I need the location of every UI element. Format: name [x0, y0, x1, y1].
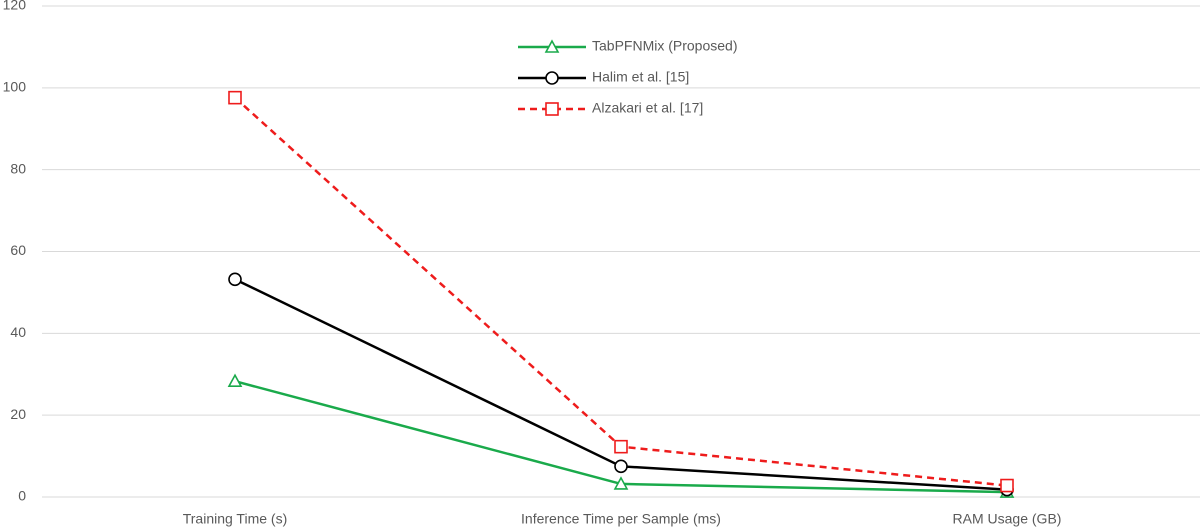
data-point	[614, 439, 628, 454]
data-point	[613, 476, 629, 490]
x-tick-label: Training Time (s)	[183, 511, 288, 527]
data-point	[228, 272, 242, 287]
series-line	[234, 96, 1008, 487]
legend-label: TabPFNMix (Proposed)	[592, 38, 738, 54]
y-tick-label: 80	[10, 160, 26, 176]
y-tick-label: 0	[18, 488, 26, 504]
y-tick-label: 60	[10, 242, 26, 258]
legend-label: Halim et al. [15]	[592, 69, 689, 85]
legend-label: Alzakari et al. [17]	[592, 100, 703, 116]
y-tick-label: 120	[3, 0, 27, 13]
legend-marker	[545, 102, 559, 116]
y-tick-label: 40	[10, 324, 26, 340]
x-tick-label: Inference Time per Sample (ms)	[521, 511, 721, 527]
series-line	[234, 379, 1008, 494]
data-point	[614, 459, 628, 474]
x-tick-label: RAM Usage (GB)	[953, 511, 1062, 527]
data-point	[228, 90, 242, 105]
y-tick-label: 100	[3, 79, 27, 95]
data-point	[227, 373, 243, 388]
data-point	[1000, 478, 1014, 493]
series-line	[234, 278, 1008, 491]
legend-marker	[544, 39, 560, 53]
y-tick-label: 20	[10, 406, 26, 422]
legend-marker	[545, 71, 559, 85]
